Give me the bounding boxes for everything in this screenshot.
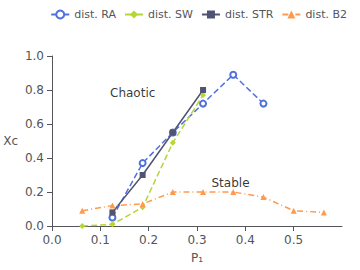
- svg-text:0.0: 0.0: [42, 233, 61, 247]
- svg-text:0.4: 0.4: [236, 233, 255, 247]
- svg-text:0.8: 0.8: [25, 83, 44, 97]
- svg-text:0.0: 0.0: [25, 219, 44, 233]
- svg-text:dist. RA: dist. RA: [74, 8, 116, 21]
- svg-text:dist. B2: dist. B2: [305, 8, 347, 21]
- svg-text:0.2: 0.2: [25, 185, 44, 199]
- svg-text:0.3: 0.3: [187, 233, 206, 247]
- svg-text:0.1: 0.1: [91, 233, 110, 247]
- svg-text:dist. SW: dist. SW: [148, 8, 193, 21]
- svg-text:0.2: 0.2: [139, 233, 158, 247]
- svg-text:Chaotic: Chaotic: [110, 86, 155, 100]
- svg-text:P₁: P₁: [191, 251, 203, 265]
- svg-text:1.0: 1.0: [25, 49, 44, 63]
- svg-text:dist. STR: dist. STR: [225, 8, 274, 21]
- svg-text:Stable: Stable: [212, 176, 250, 190]
- svg-text:0.6: 0.6: [25, 117, 44, 131]
- svg-text:Xc: Xc: [3, 134, 18, 148]
- svg-text:0.4: 0.4: [25, 151, 44, 165]
- svg-text:0.5: 0.5: [284, 233, 303, 247]
